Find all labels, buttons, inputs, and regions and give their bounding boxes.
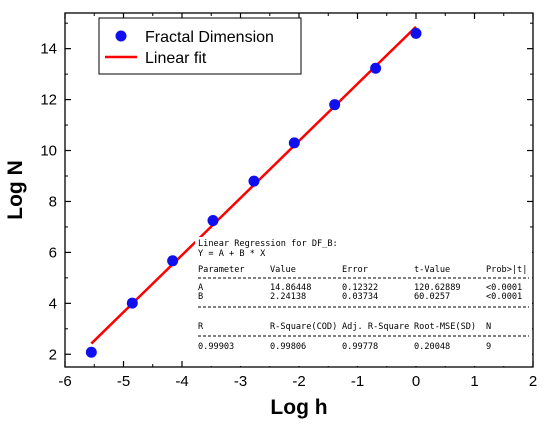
x-axis-title: Log h bbox=[270, 396, 327, 419]
x-tick-label: 2 bbox=[529, 373, 537, 390]
y-tick-label: 6 bbox=[49, 244, 57, 261]
y-axis-title: Log N bbox=[4, 160, 27, 219]
y-tick-label: 4 bbox=[49, 295, 57, 312]
row-a-prob: <0.0001 bbox=[486, 283, 522, 293]
x-tick-label: -2 bbox=[292, 373, 305, 390]
data-point bbox=[329, 99, 341, 111]
header-prob: Prob>|t| bbox=[486, 265, 527, 275]
row-a-parameter: A bbox=[198, 283, 204, 293]
legend: Fractal Dimension Linear fit bbox=[98, 17, 302, 75]
stats-header-adj-r-square: Adj. R-Square bbox=[342, 322, 409, 332]
stats-value-root-mse: 0.20048 bbox=[414, 342, 450, 352]
y-tick-label: 10 bbox=[40, 143, 57, 160]
regression-table: Linear Regression for DF_B: Y = A + B * … bbox=[195, 237, 532, 366]
stats-value-n: 9 bbox=[486, 342, 491, 352]
data-point bbox=[167, 255, 179, 267]
row-b-value: 2.24138 bbox=[270, 292, 306, 302]
legend-label-linear-fit: Linear fit bbox=[145, 50, 207, 67]
stats-header-root-mse: Root-MSE(SD) bbox=[414, 322, 476, 332]
row-b-t-value: 60.0257 bbox=[414, 292, 450, 302]
x-tick-label: -3 bbox=[234, 373, 247, 390]
data-point bbox=[126, 297, 138, 309]
data-points-layer bbox=[85, 27, 422, 358]
header-parameter: Parameter bbox=[198, 265, 245, 275]
regression-equation: Y = A + B * X bbox=[198, 249, 266, 259]
y-tick-label: 12 bbox=[40, 92, 57, 109]
row-b-prob: <0.0001 bbox=[486, 292, 522, 302]
legend-box bbox=[98, 17, 302, 75]
y-tick-label: 14 bbox=[40, 41, 57, 58]
y-tick-label: 2 bbox=[49, 346, 57, 363]
stats-header-r: R bbox=[198, 322, 204, 332]
data-point bbox=[370, 62, 382, 74]
data-point bbox=[288, 137, 300, 149]
x-tick-label: -5 bbox=[117, 373, 130, 390]
stats-header-n: N bbox=[486, 322, 491, 332]
x-tick-label: -6 bbox=[58, 373, 71, 390]
row-a-error: 0.12322 bbox=[342, 283, 378, 293]
data-point bbox=[85, 346, 97, 358]
stats-value-adj-r-square: 0.99778 bbox=[342, 342, 378, 352]
x-tick-label: 0 bbox=[412, 373, 420, 390]
data-point bbox=[207, 215, 219, 227]
stats-value-r-square: 0.99806 bbox=[270, 342, 306, 352]
stats-header-r-square: R-Square(COD) bbox=[270, 322, 337, 332]
header-t-value: t-Value bbox=[414, 265, 450, 275]
regression-table-bg bbox=[195, 237, 532, 366]
row-b-parameter: B bbox=[198, 292, 203, 302]
stats-value-r: 0.99903 bbox=[198, 342, 234, 352]
x-tick-label: -4 bbox=[175, 373, 188, 390]
data-point bbox=[410, 27, 422, 39]
x-tick-label: -1 bbox=[351, 373, 364, 390]
regression-title: Linear Regression for DF_B: bbox=[198, 239, 338, 249]
row-b-error: 0.03734 bbox=[342, 292, 378, 302]
row-a-t-value: 120.62889 bbox=[414, 283, 461, 293]
y-tick-label: 8 bbox=[49, 193, 57, 210]
data-point bbox=[248, 175, 260, 187]
row-a-value: 14.86448 bbox=[270, 283, 311, 293]
legend-label-fractal-dimension: Fractal Dimension bbox=[145, 29, 274, 46]
legend-marker-fractal-dimension bbox=[115, 30, 127, 42]
header-value: Value bbox=[270, 265, 296, 275]
x-tick-label: 1 bbox=[470, 373, 478, 390]
header-error: Error bbox=[342, 265, 368, 275]
